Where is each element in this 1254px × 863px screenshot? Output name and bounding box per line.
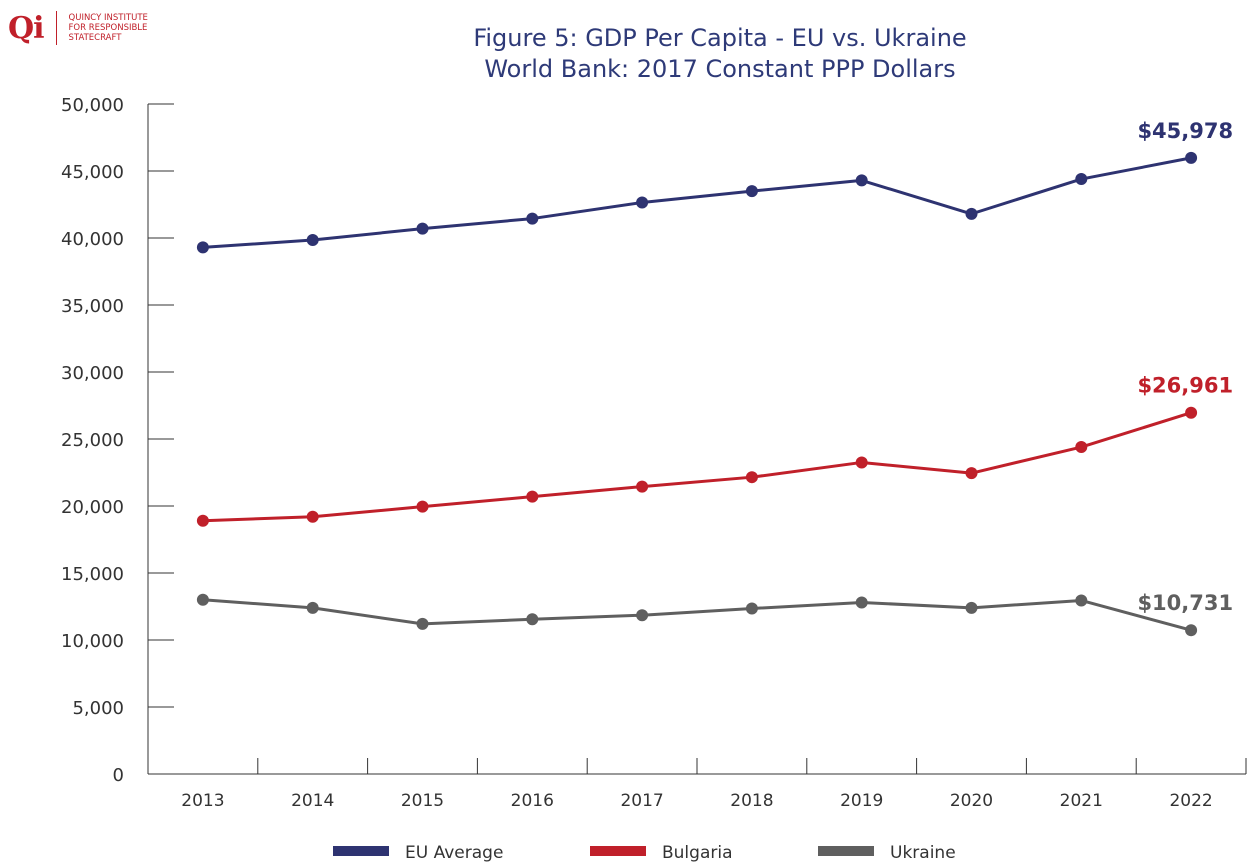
chart-subtitle: World Bank: 2017 Constant PPP Dollars — [484, 55, 956, 83]
y-tick-label: 50,000 — [61, 95, 124, 116]
x-tick-label: 2017 — [620, 791, 663, 811]
y-tick-label: 35,000 — [61, 296, 124, 317]
y-tick-label: 5,000 — [72, 698, 124, 719]
end-value-label: $26,961 — [1137, 374, 1233, 398]
y-tick-label: 15,000 — [61, 564, 124, 585]
data-point — [306, 234, 319, 247]
series-line-3 — [202, 598, 1192, 632]
data-point — [636, 196, 649, 209]
data-point — [196, 514, 209, 527]
legend-label: Bulgaria — [662, 843, 733, 863]
data-point — [526, 490, 539, 503]
data-point — [855, 596, 868, 609]
x-tick-label: 2021 — [1060, 791, 1103, 811]
data-point — [965, 207, 978, 220]
x-tick-label: 2019 — [840, 791, 883, 811]
data-point — [965, 467, 978, 480]
data-point — [745, 602, 758, 615]
data-point — [636, 609, 649, 622]
logo-text: QUINCY INSTITUTE FOR RESPONSIBLE STATECR… — [69, 13, 189, 43]
y-tick-label: 10,000 — [61, 631, 124, 652]
data-point — [526, 212, 539, 225]
x-tick-label: 2016 — [511, 791, 554, 811]
data-point — [855, 174, 868, 187]
data-point — [526, 613, 539, 626]
legend-swatch — [590, 846, 646, 856]
logo-line-3: STATECRAFT — [68, 33, 122, 43]
x-tick-label: 2015 — [401, 791, 444, 811]
data-point — [196, 241, 209, 254]
x-tick-label: 2013 — [181, 791, 224, 811]
data-point — [416, 500, 429, 513]
y-tick-label: 45,000 — [61, 162, 124, 183]
data-point — [1185, 151, 1198, 164]
legend-label: EU Average — [405, 843, 503, 863]
data-point — [1075, 173, 1088, 186]
x-tick-label: 2014 — [291, 791, 334, 811]
data-point — [416, 617, 429, 630]
data-point — [745, 185, 758, 198]
logo-line-1: QUINCY INSTITUTE — [68, 13, 148, 23]
data-point — [306, 510, 319, 523]
logo-mark: Qi — [8, 10, 45, 46]
y-tick-label: 30,000 — [61, 363, 124, 384]
logo-line-2: FOR RESPONSIBLE — [68, 23, 148, 33]
data-point — [636, 480, 649, 493]
y-tick-label: 25,000 — [61, 430, 124, 451]
end-value-label: $45,978 — [1137, 119, 1233, 143]
y-tick-label: 20,000 — [61, 497, 124, 518]
data-point — [416, 222, 429, 235]
data-point — [1185, 624, 1198, 637]
logo: Qi QUINCY INSTITUTE FOR RESPONSIBLE STAT… — [8, 8, 189, 48]
legend-swatch — [818, 846, 874, 856]
data-point — [965, 601, 978, 614]
end-value-label: $10,731 — [1137, 591, 1233, 615]
legend-label: Ukraine — [890, 843, 956, 863]
x-tick-label: 2018 — [730, 791, 773, 811]
chart-title: Figure 5: GDP Per Capita - EU vs. Ukrain… — [473, 24, 967, 52]
data-point — [855, 456, 868, 469]
series-line-2 — [202, 411, 1192, 523]
legend-swatch — [333, 846, 389, 856]
logo-divider — [55, 11, 57, 45]
data-point — [745, 471, 758, 484]
y-tick-label: 0 — [113, 765, 124, 786]
x-tick-label: 2022 — [1169, 791, 1212, 811]
x-tick-label: 2020 — [950, 791, 993, 811]
data-point — [1075, 441, 1088, 454]
series-line-1 — [202, 156, 1192, 249]
y-tick-label: 40,000 — [61, 229, 124, 250]
data-point — [1075, 594, 1088, 607]
data-point — [196, 593, 209, 606]
data-point — [306, 601, 319, 614]
data-point — [1185, 406, 1198, 419]
